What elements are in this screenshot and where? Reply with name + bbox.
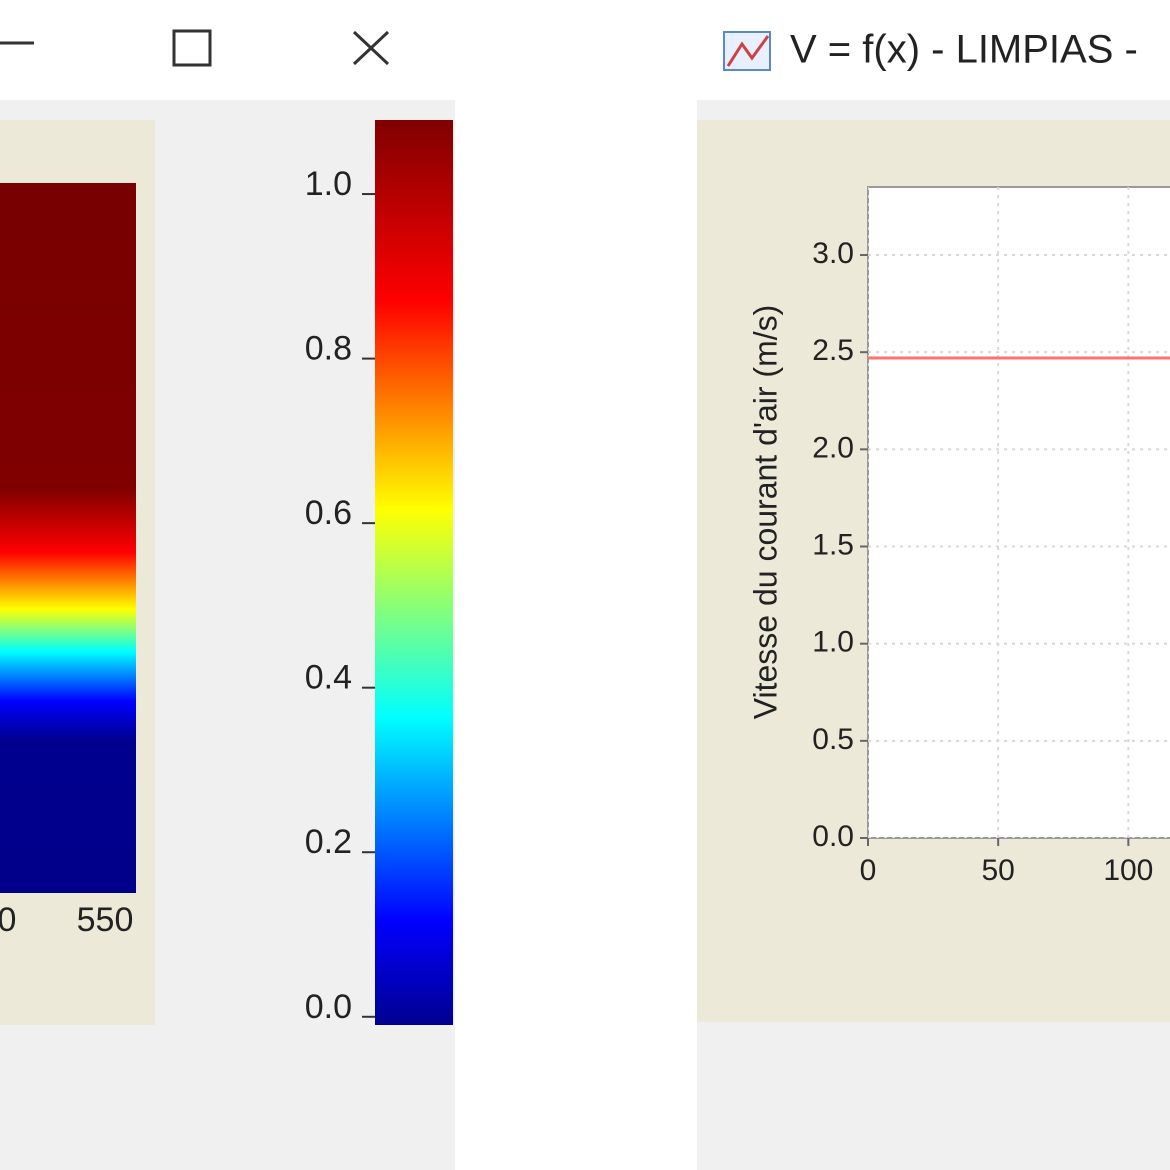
app-icon <box>723 31 771 71</box>
y-tick-label: 3.0 <box>812 237 854 270</box>
y-tick-label: 1.0 <box>812 626 854 659</box>
left-titlebar <box>0 0 455 100</box>
y-tick-label: 2.5 <box>812 334 854 367</box>
close-button[interactable] <box>352 30 390 66</box>
desktop-gap <box>455 0 697 1170</box>
y-tick-label: 0.0 <box>812 820 854 853</box>
y-axis-label: Vitesse du courant d'air (m/s) <box>747 305 783 720</box>
colorbar-tick-label: 0.0 <box>305 988 352 1026</box>
colorbar-tick-label: 0.6 <box>305 494 352 532</box>
plot-area <box>867 186 1170 839</box>
x-tick-label: 0 <box>860 854 877 887</box>
plot-clip-group <box>868 187 1170 838</box>
y-tick-label: 0.5 <box>812 723 854 756</box>
heatmap-x-tick-label: 550 <box>77 901 134 939</box>
window-title: V = f(x) - LIMPIAS - <box>790 28 1138 72</box>
colorbar-tick-label: 0.8 <box>305 330 352 368</box>
x-tick-label: 50 <box>981 854 1014 887</box>
right-titlebar <box>697 0 1170 100</box>
heatmap-x-tick-label: 500 <box>0 901 16 939</box>
maximize-button[interactable] <box>172 29 212 67</box>
y-tick-label: 2.0 <box>812 431 854 464</box>
x-tick-label: 100 <box>1103 854 1153 887</box>
colorbar-tick-label: 0.4 <box>305 659 352 697</box>
heatmap <box>0 183 136 893</box>
colorbar-tick-label: 0.2 <box>305 823 352 861</box>
colorbar-tick-label: 1.0 <box>305 165 352 203</box>
colorbar <box>375 120 453 1025</box>
y-tick-label: 1.5 <box>812 528 854 561</box>
